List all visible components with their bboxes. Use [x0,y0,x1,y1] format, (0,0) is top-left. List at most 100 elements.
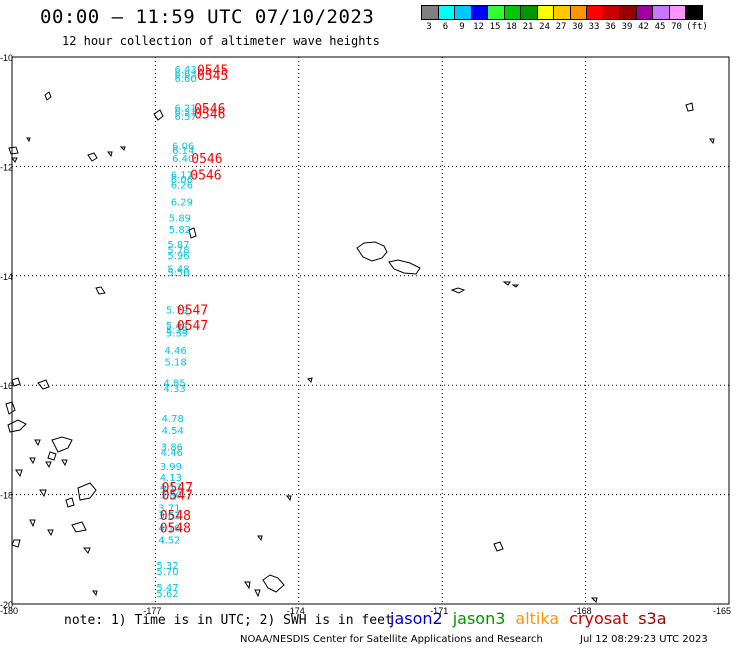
island-outline [95,286,106,295]
lat-tick-label: -12 [0,162,13,172]
footer-credit: NOAA/NESDIS Center for Satellite Applica… [240,634,543,645]
swh-label: 6.43 [175,65,197,76]
map-frame [11,56,730,605]
legend-label: 30 [572,22,583,32]
swh-label: 6.17 [171,171,193,182]
swh-label: 6.31 [175,108,197,119]
legend-label: 70 [671,22,682,32]
swh-label: 4.16 [158,523,180,534]
time-label: 0545 [197,64,228,79]
island-outline [29,519,36,528]
time-label: 0547 [177,319,208,334]
island-outline [8,146,19,155]
color-scale-legend [421,5,703,20]
island-outline [502,281,511,286]
island-outline [244,581,251,590]
swh-label: 5.50 [167,268,189,279]
map-axis-ticks: -10 -12 -14 -16 -18 -20-180 -177 -174 -171 -168 -1… [0,53,731,616]
swh-label: 5.32 [156,561,178,572]
swh-label: 5.96 [167,251,189,262]
lon-tick-label: -165 [713,606,731,616]
time-label: 0547 [177,304,208,319]
island-outline [11,539,21,548]
page-subtitle: 12 hour collection of altimeter wave hei… [62,34,380,48]
lon-tick-label: -177 [143,606,161,616]
swh-label: 5.89 [169,213,191,224]
island-outline [685,102,694,112]
island-outline [307,377,313,383]
time-label: 0548 [160,509,191,524]
island-outline [47,529,54,537]
legend-label: 24 [539,22,550,32]
legend-label: 12 [473,22,484,32]
island-outline [356,241,388,262]
island-outline [37,379,50,390]
lon-tick-label: -174 [287,606,305,616]
swh-label: 6.40 [172,154,194,165]
island-outline [153,109,164,121]
swh-label: 5.44 [166,321,188,332]
time-label: 0546 [191,152,222,167]
island-outline [590,597,598,603]
island-outline [11,157,18,163]
island-outline [44,91,52,101]
swh-label: 6.06 [172,142,194,153]
time-label: 0546 [190,169,221,184]
map-grid [12,57,729,604]
satellite-label-s3a: s3a [638,609,667,628]
legend-label: 3 [426,22,432,32]
swh-label: 5.82 [169,225,191,236]
swh-label: 5.29 [166,325,188,336]
island-outline [29,457,36,465]
swh-label: 5.48 [167,265,189,276]
swh-label: 4.78 [162,414,184,425]
island-outline [26,137,31,143]
island-outline [7,419,27,433]
swh-label: 5.70 [156,567,178,578]
swh-label: 6.21 [175,103,197,114]
time-label: 0546 [194,102,225,117]
page-title: 00:00 – 11:59 UTC 07/10/2023 [40,6,375,28]
swh-label: 4.85 [164,378,186,389]
time-label: 0545 [197,69,228,84]
swh-label: 6.63 [175,69,197,80]
island-outline [77,482,97,501]
island-outline [254,589,261,598]
swh-label: 5.18 [164,358,186,369]
lat-tick-label: -16 [0,381,13,391]
lat-tick-label: -18 [0,491,13,501]
lat-tick-label: -20 [0,600,13,610]
island-outline [388,259,421,275]
legend-label: 9 [459,22,465,32]
legend-label: 15 [489,22,501,32]
swh-label: 6.14 [172,146,194,157]
color-scale-labels: 3 6 9 12 15 18 21 24 27 30 33 36 39 42 45 70 (ft) [421,22,740,34]
swh-label: 5.47 [156,583,178,594]
satellite-label-altika: altika [515,609,560,628]
island-outline [119,146,126,151]
legend-label: (ft) [686,22,708,32]
island-outline [107,151,113,158]
island-outline [493,541,504,552]
legend-label: 27 [555,22,567,32]
legend-label: 18 [506,22,517,32]
satellite-label-jason2: jason2 [390,609,443,628]
island-outline [511,284,520,288]
island-outline [71,521,87,533]
swh-label: 5.78 [167,246,189,257]
island-outline [188,227,197,239]
swh-label: 4.46 [164,346,186,357]
swh-label: 4.54 [162,426,184,437]
note-text: note: 1) Time is in UTC; 2) SWH is in fe… [64,613,393,628]
island-outline [92,590,98,597]
swh-label: 3.71 [158,504,180,515]
swh-label: 4.13 [160,482,182,493]
swh-label: 3.86 [161,442,183,453]
lon-tick-label: -180 [0,606,18,616]
time-label: 0546 [194,107,225,122]
legend-label: 42 [638,22,649,32]
island-outline [39,489,47,498]
island-outline [11,377,21,387]
landmasses [5,91,715,603]
swh-label: 4.46 [161,448,183,459]
